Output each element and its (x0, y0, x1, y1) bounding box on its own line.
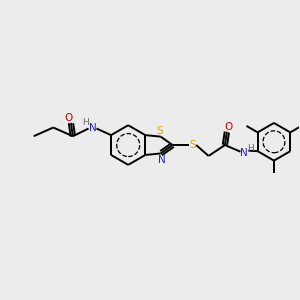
Text: N: N (88, 122, 96, 133)
Text: S: S (156, 126, 163, 136)
Text: N: N (158, 155, 166, 165)
Text: H: H (82, 118, 89, 127)
Text: N: N (240, 148, 247, 158)
Text: O: O (65, 113, 73, 123)
Text: H: H (247, 144, 254, 153)
Text: S: S (189, 140, 196, 150)
Text: O: O (225, 122, 233, 132)
